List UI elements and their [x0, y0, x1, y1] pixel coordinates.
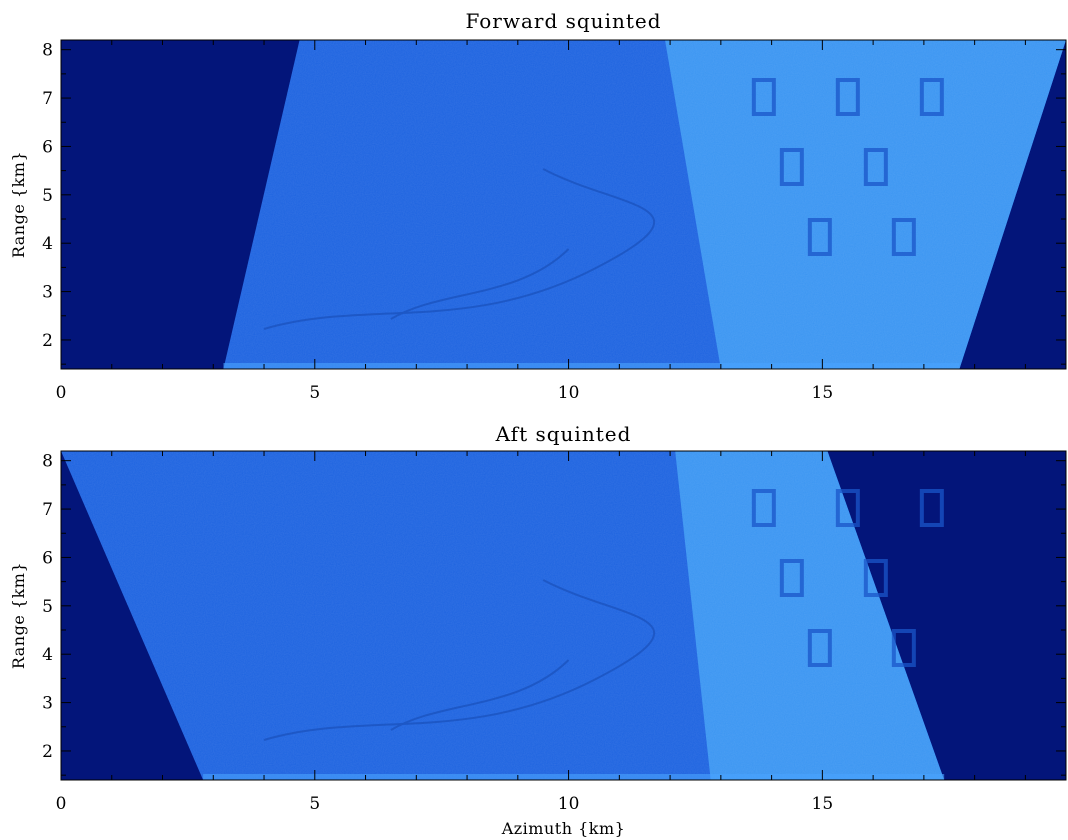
chart-title: Aft squinted	[495, 422, 632, 446]
x-axis-title: Azimuth {km}	[501, 819, 626, 838]
y-tick-label: 8	[42, 41, 53, 61]
water-features	[263, 579, 655, 741]
water-features	[263, 168, 655, 330]
y-tick-label: 7	[42, 89, 53, 109]
image-texture	[223, 40, 1066, 369]
y-tick-label: 5	[42, 186, 53, 206]
x-tick-label: 5	[309, 794, 320, 814]
x-tick-label: 10	[558, 794, 580, 814]
y-axis	[61, 460, 1066, 776]
sar-image	[61, 40, 1066, 369]
land-features	[751, 489, 944, 667]
x-tick-label: 15	[812, 794, 834, 814]
y-axis-title: Range {km}	[9, 151, 28, 258]
y-tick-label: 6	[42, 548, 53, 568]
near-range-strip	[223, 363, 960, 369]
y-axis-title: Range {km}	[9, 562, 28, 669]
x-axis	[60, 40, 1026, 369]
y-tick-label: 2	[42, 742, 53, 762]
image-texture	[61, 451, 945, 780]
plot-frame	[60, 39, 1067, 370]
y-tick-label: 3	[42, 694, 53, 714]
x-tick-label: 5	[309, 383, 320, 403]
near-range-strip	[203, 774, 945, 780]
x-tick-label: 0	[56, 794, 67, 814]
y-tick-label: 8	[42, 452, 53, 472]
x-tick-label: 15	[812, 383, 834, 403]
y-tick-label: 7	[42, 500, 53, 520]
sar-image	[61, 451, 1066, 780]
panel-2: 0 5 10 15 2 3 4 5 6 7 8 Aft squinted Range {km} Azimu…	[9, 422, 1067, 838]
y-tick-label: 2	[42, 331, 53, 351]
x-tick-label: 10	[558, 383, 580, 403]
x-tick-label: 0	[56, 383, 67, 403]
panel-1: 0 5 10 15 2 3 4 5 6 7 8 Forward squinted Range {km}	[9, 9, 1067, 403]
chart-title: Forward squinted	[465, 9, 661, 33]
y-tick-label: 6	[42, 137, 53, 157]
y-axis	[61, 49, 1066, 365]
x-axis	[60, 451, 1026, 780]
plot-frame	[60, 450, 1067, 781]
y-tick-label: 3	[42, 283, 53, 303]
y-tick-label: 4	[42, 234, 53, 254]
y-tick-label: 5	[42, 597, 53, 617]
land-features	[751, 78, 944, 256]
y-tick-label: 4	[42, 645, 53, 665]
